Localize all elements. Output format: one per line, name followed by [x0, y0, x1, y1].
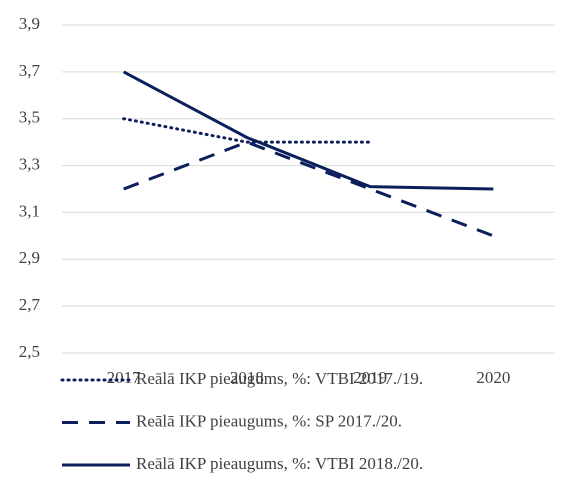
y-tick-label: 2,9	[19, 248, 40, 267]
legend-label: Reālā IKP pieaugums, %: VTBI 2018./20.	[136, 454, 423, 473]
x-tick-label: 2018	[230, 368, 264, 387]
y-tick-label: 3,7	[19, 61, 41, 80]
y-tick-label: 2,7	[19, 295, 41, 314]
series-line	[122, 70, 494, 191]
x-tick-label: 2020	[476, 368, 510, 387]
series-line	[122, 117, 372, 144]
x-tick-label: 2017	[107, 368, 142, 387]
y-tick-label: 3,9	[19, 14, 40, 33]
y-tick-label: 3,3	[19, 154, 40, 173]
x-tick-label: 2019	[353, 368, 387, 387]
y-tick-label: 3,1	[19, 201, 40, 220]
legend-label: Reālā IKP pieaugums, %: SP 2017./20.	[136, 411, 402, 430]
y-tick-label: 2,5	[19, 342, 40, 361]
y-tick-label: 3,5	[19, 108, 40, 127]
legend-label: Reālā IKP pieaugums, %: VTBI 2017./19.	[136, 369, 423, 388]
series-line	[123, 140, 494, 238]
